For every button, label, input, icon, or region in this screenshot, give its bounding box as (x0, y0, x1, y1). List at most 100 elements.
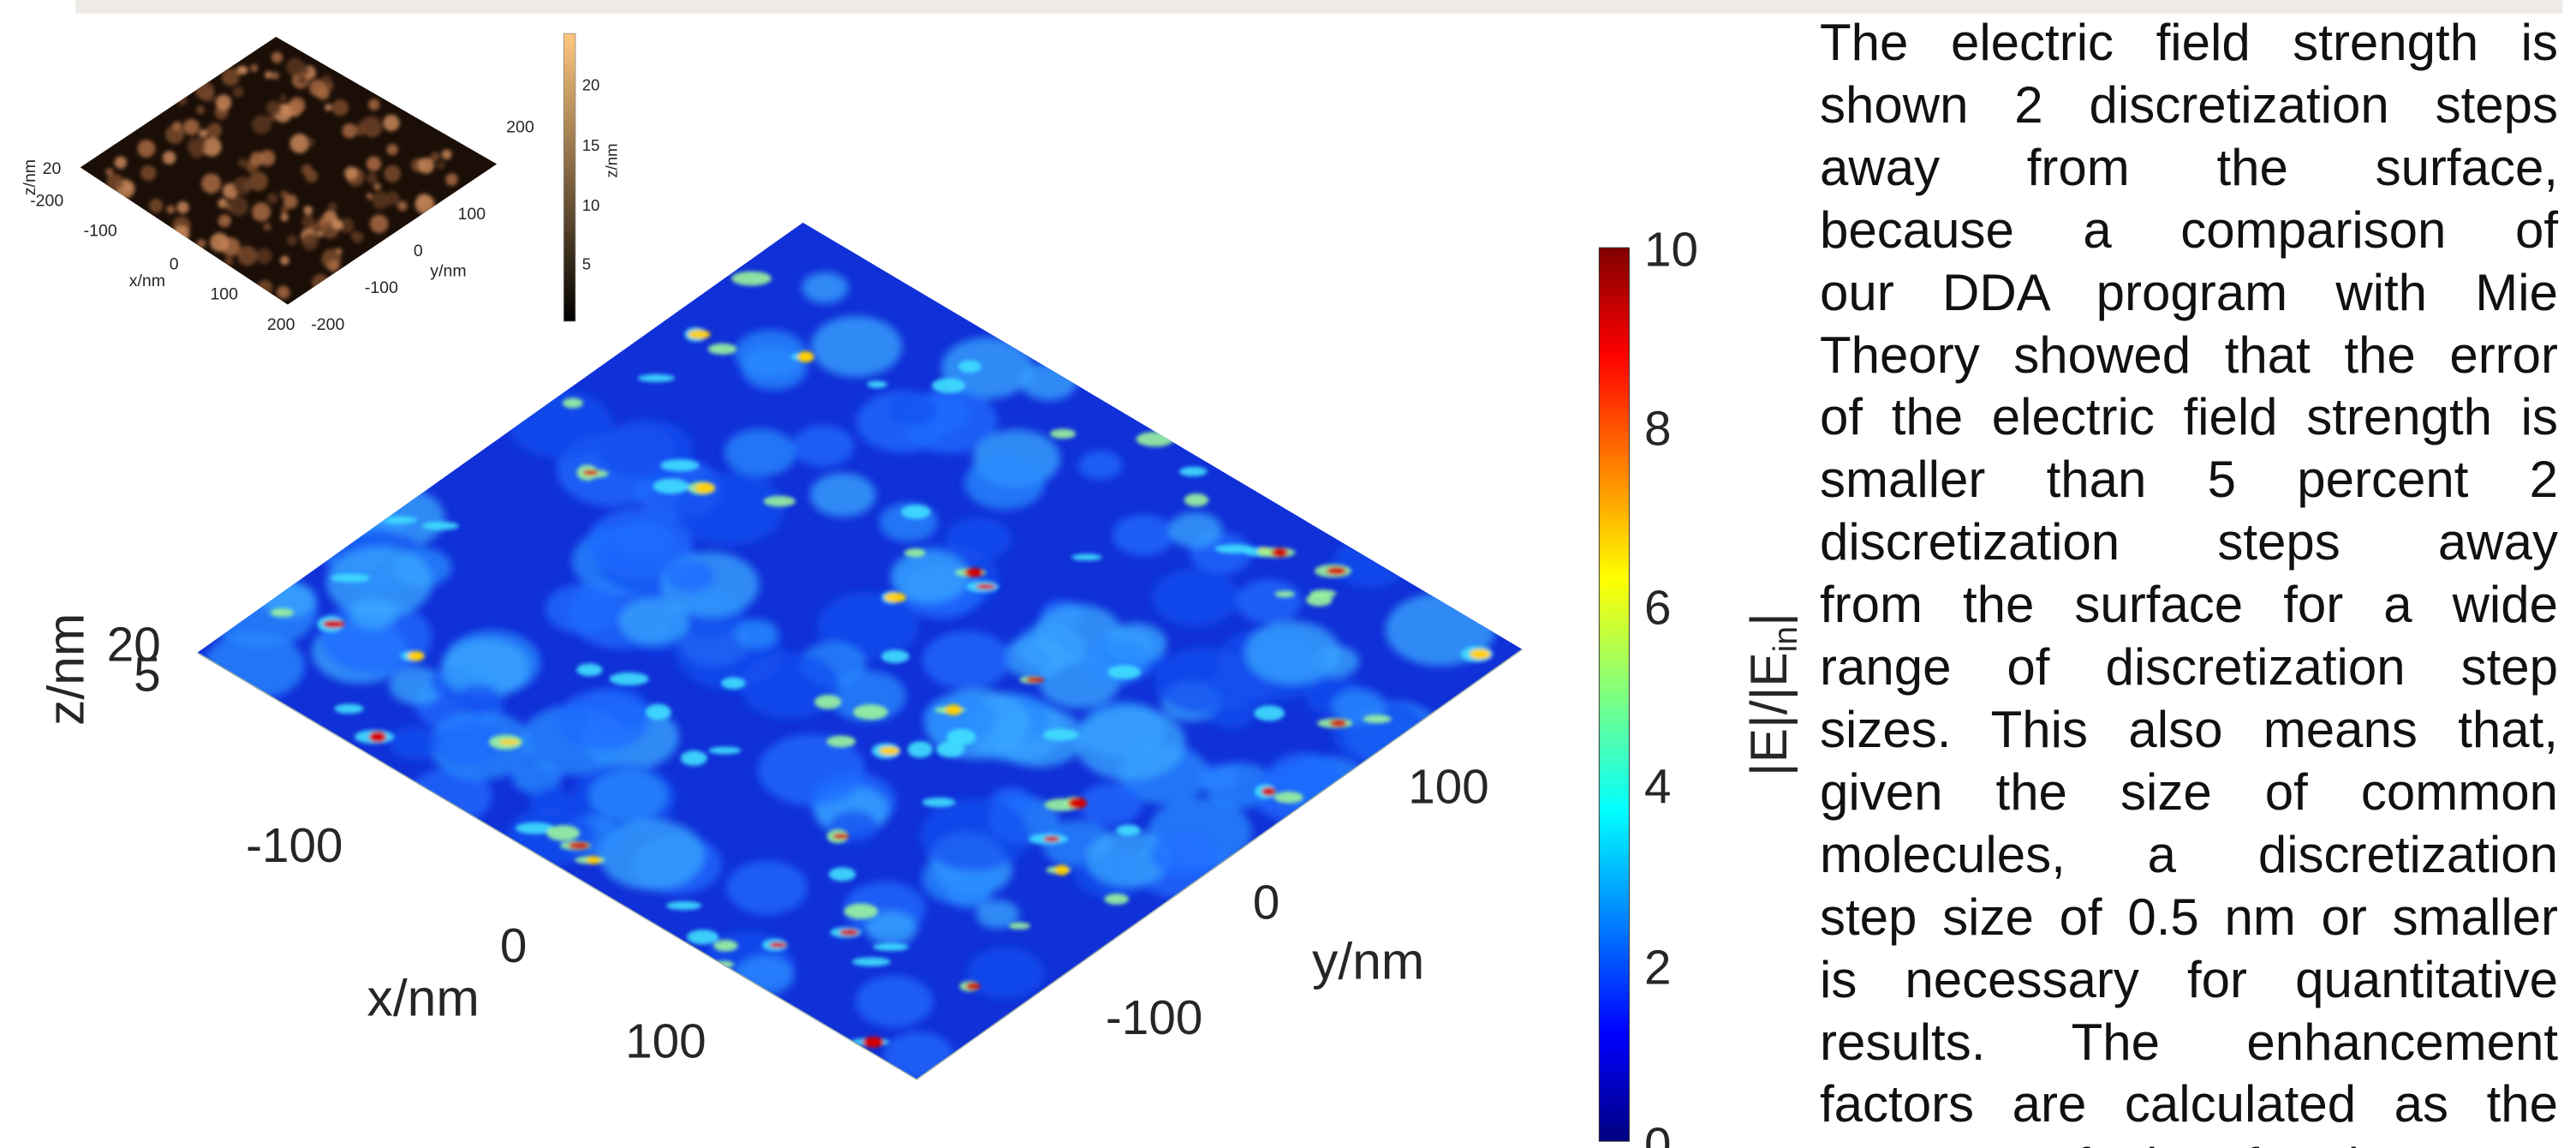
texture-blob (289, 97, 305, 113)
texture-blob (233, 87, 244, 98)
texture-blob (442, 150, 452, 160)
texture-blob (422, 522, 459, 530)
texture-blob (1271, 548, 1288, 558)
texture-blob (149, 199, 163, 212)
text-line: average of the fourth power (1820, 1136, 2558, 1148)
texture-blob (271, 72, 279, 80)
x-tick: -100 (246, 819, 343, 873)
texture-blob (769, 942, 787, 948)
colorbar-tick: 2 (1644, 942, 1672, 996)
texture-blob (1169, 512, 1223, 548)
texture-blob (498, 739, 519, 744)
texture-blob (138, 140, 156, 158)
texture-blob (1044, 836, 1060, 842)
x-tick: 0 (500, 919, 528, 973)
texture-blob (281, 213, 289, 221)
texture-blob (1043, 729, 1079, 741)
texture-blob (252, 115, 271, 135)
colorbar-ticks: 10 8 6 4 2 0 (1644, 224, 1698, 1148)
texture-blob (1470, 649, 1491, 659)
texture-blob (229, 196, 248, 216)
texture-blob (1152, 568, 1239, 626)
texture-blob (418, 158, 434, 174)
inset-x-tick: 0 (170, 255, 179, 274)
texture-blob (1215, 544, 1254, 553)
texture-blob (327, 260, 340, 272)
texture-blob (257, 248, 272, 264)
inset-colorbar-tick: 10 (582, 196, 600, 214)
texture-blob (735, 619, 778, 649)
texture-blob (415, 194, 435, 214)
texture-blob (884, 1031, 954, 1079)
texture-blob (328, 202, 337, 212)
texture-blob (1004, 637, 1067, 679)
texture-blob (342, 123, 356, 138)
texture-blob (301, 233, 319, 250)
inset-y-label: y/nm (430, 261, 466, 280)
inset-x-tick: 100 (210, 285, 238, 304)
texture-blob (1079, 783, 1142, 826)
texture-blob (666, 901, 701, 910)
y-tick: 0 (1253, 876, 1280, 930)
texture-blob (964, 456, 1045, 510)
texture-blob (638, 374, 675, 382)
texture-blob (366, 193, 373, 200)
inset-colorbar-tick: 20 (582, 76, 600, 94)
texture-blob (731, 272, 772, 286)
texture-blob (250, 64, 258, 72)
texture-blob (367, 173, 378, 184)
text-line: range of discretization step (1820, 637, 2558, 699)
texture-blob (726, 860, 808, 914)
texture-blob (740, 653, 839, 719)
texture-blob (431, 152, 440, 161)
texture-blob (922, 631, 1011, 689)
texture-blob (1054, 865, 1069, 876)
texture-blob (1117, 825, 1141, 836)
texture-blob (140, 165, 156, 181)
texture-blob (173, 122, 182, 131)
texture-blob (408, 651, 425, 661)
texture-blob (445, 173, 458, 186)
texture-blob (176, 201, 188, 213)
inset-y-tick: -200 (311, 315, 344, 334)
colorbar-tick: 4 (1644, 761, 1672, 815)
texture-blob (617, 519, 673, 557)
inset-x-label: x/nm (129, 272, 165, 290)
texture-blob (687, 930, 719, 944)
texture-blob (280, 256, 289, 266)
texture-blob (298, 75, 307, 85)
texture-blob (908, 741, 933, 757)
text-line: is necessary for quantitative (1820, 949, 2558, 1012)
texture-blob (1104, 894, 1129, 905)
texture-blob (852, 957, 891, 966)
texture-blob (265, 71, 272, 79)
text-line: discretization steps away (1820, 511, 2558, 574)
text-line: step size of 0.5 nm or smaller (1820, 887, 2558, 949)
texture-blob (946, 878, 992, 908)
texture-blob (370, 214, 389, 233)
inset-x-tick: -100 (84, 221, 117, 240)
inset-y-tick: 0 (414, 242, 423, 260)
page: {"figure":{ "main":{ "x_label":"x/nm","x… (0, 0, 2576, 1148)
texture-blob (332, 99, 349, 116)
texture-blob (742, 346, 808, 390)
texture-blob (289, 134, 309, 153)
texture-blob (266, 100, 282, 116)
texture-blob (326, 547, 433, 618)
texture-blob (1154, 648, 1255, 715)
texture-blob (222, 69, 240, 87)
text-line: given the size of common (1820, 762, 2558, 824)
texture-blob (839, 930, 859, 936)
texture-blob (1309, 589, 1336, 598)
texture-blob (218, 214, 231, 227)
texture-blob (1327, 567, 1346, 575)
text-line: smaller than 5 percent 2 (1820, 449, 2558, 511)
texture-blob (237, 246, 257, 266)
texture-blob (509, 390, 612, 459)
texture-blob (1078, 451, 1122, 480)
texture-blob (724, 428, 796, 476)
texture-blob (681, 750, 707, 766)
texture-blob (239, 66, 247, 75)
text-line: The electric field strength is (1820, 12, 2558, 75)
texture-blob (115, 157, 127, 169)
